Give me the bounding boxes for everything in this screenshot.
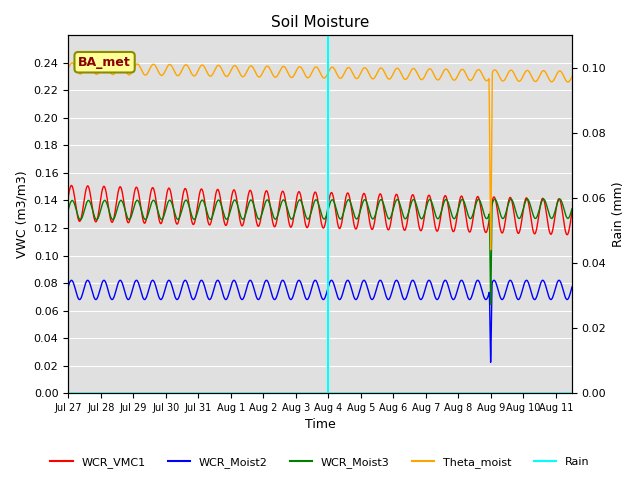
Text: BA_met: BA_met	[78, 56, 131, 69]
Title: Soil Moisture: Soil Moisture	[271, 15, 369, 30]
Y-axis label: Rain (mm): Rain (mm)	[612, 181, 625, 247]
Y-axis label: VWC (m3/m3): VWC (m3/m3)	[15, 170, 28, 258]
Legend: WCR_VMC1, WCR_Moist2, WCR_Moist3, Theta_moist, Rain: WCR_VMC1, WCR_Moist2, WCR_Moist3, Theta_…	[46, 452, 594, 472]
X-axis label: Time: Time	[305, 419, 335, 432]
